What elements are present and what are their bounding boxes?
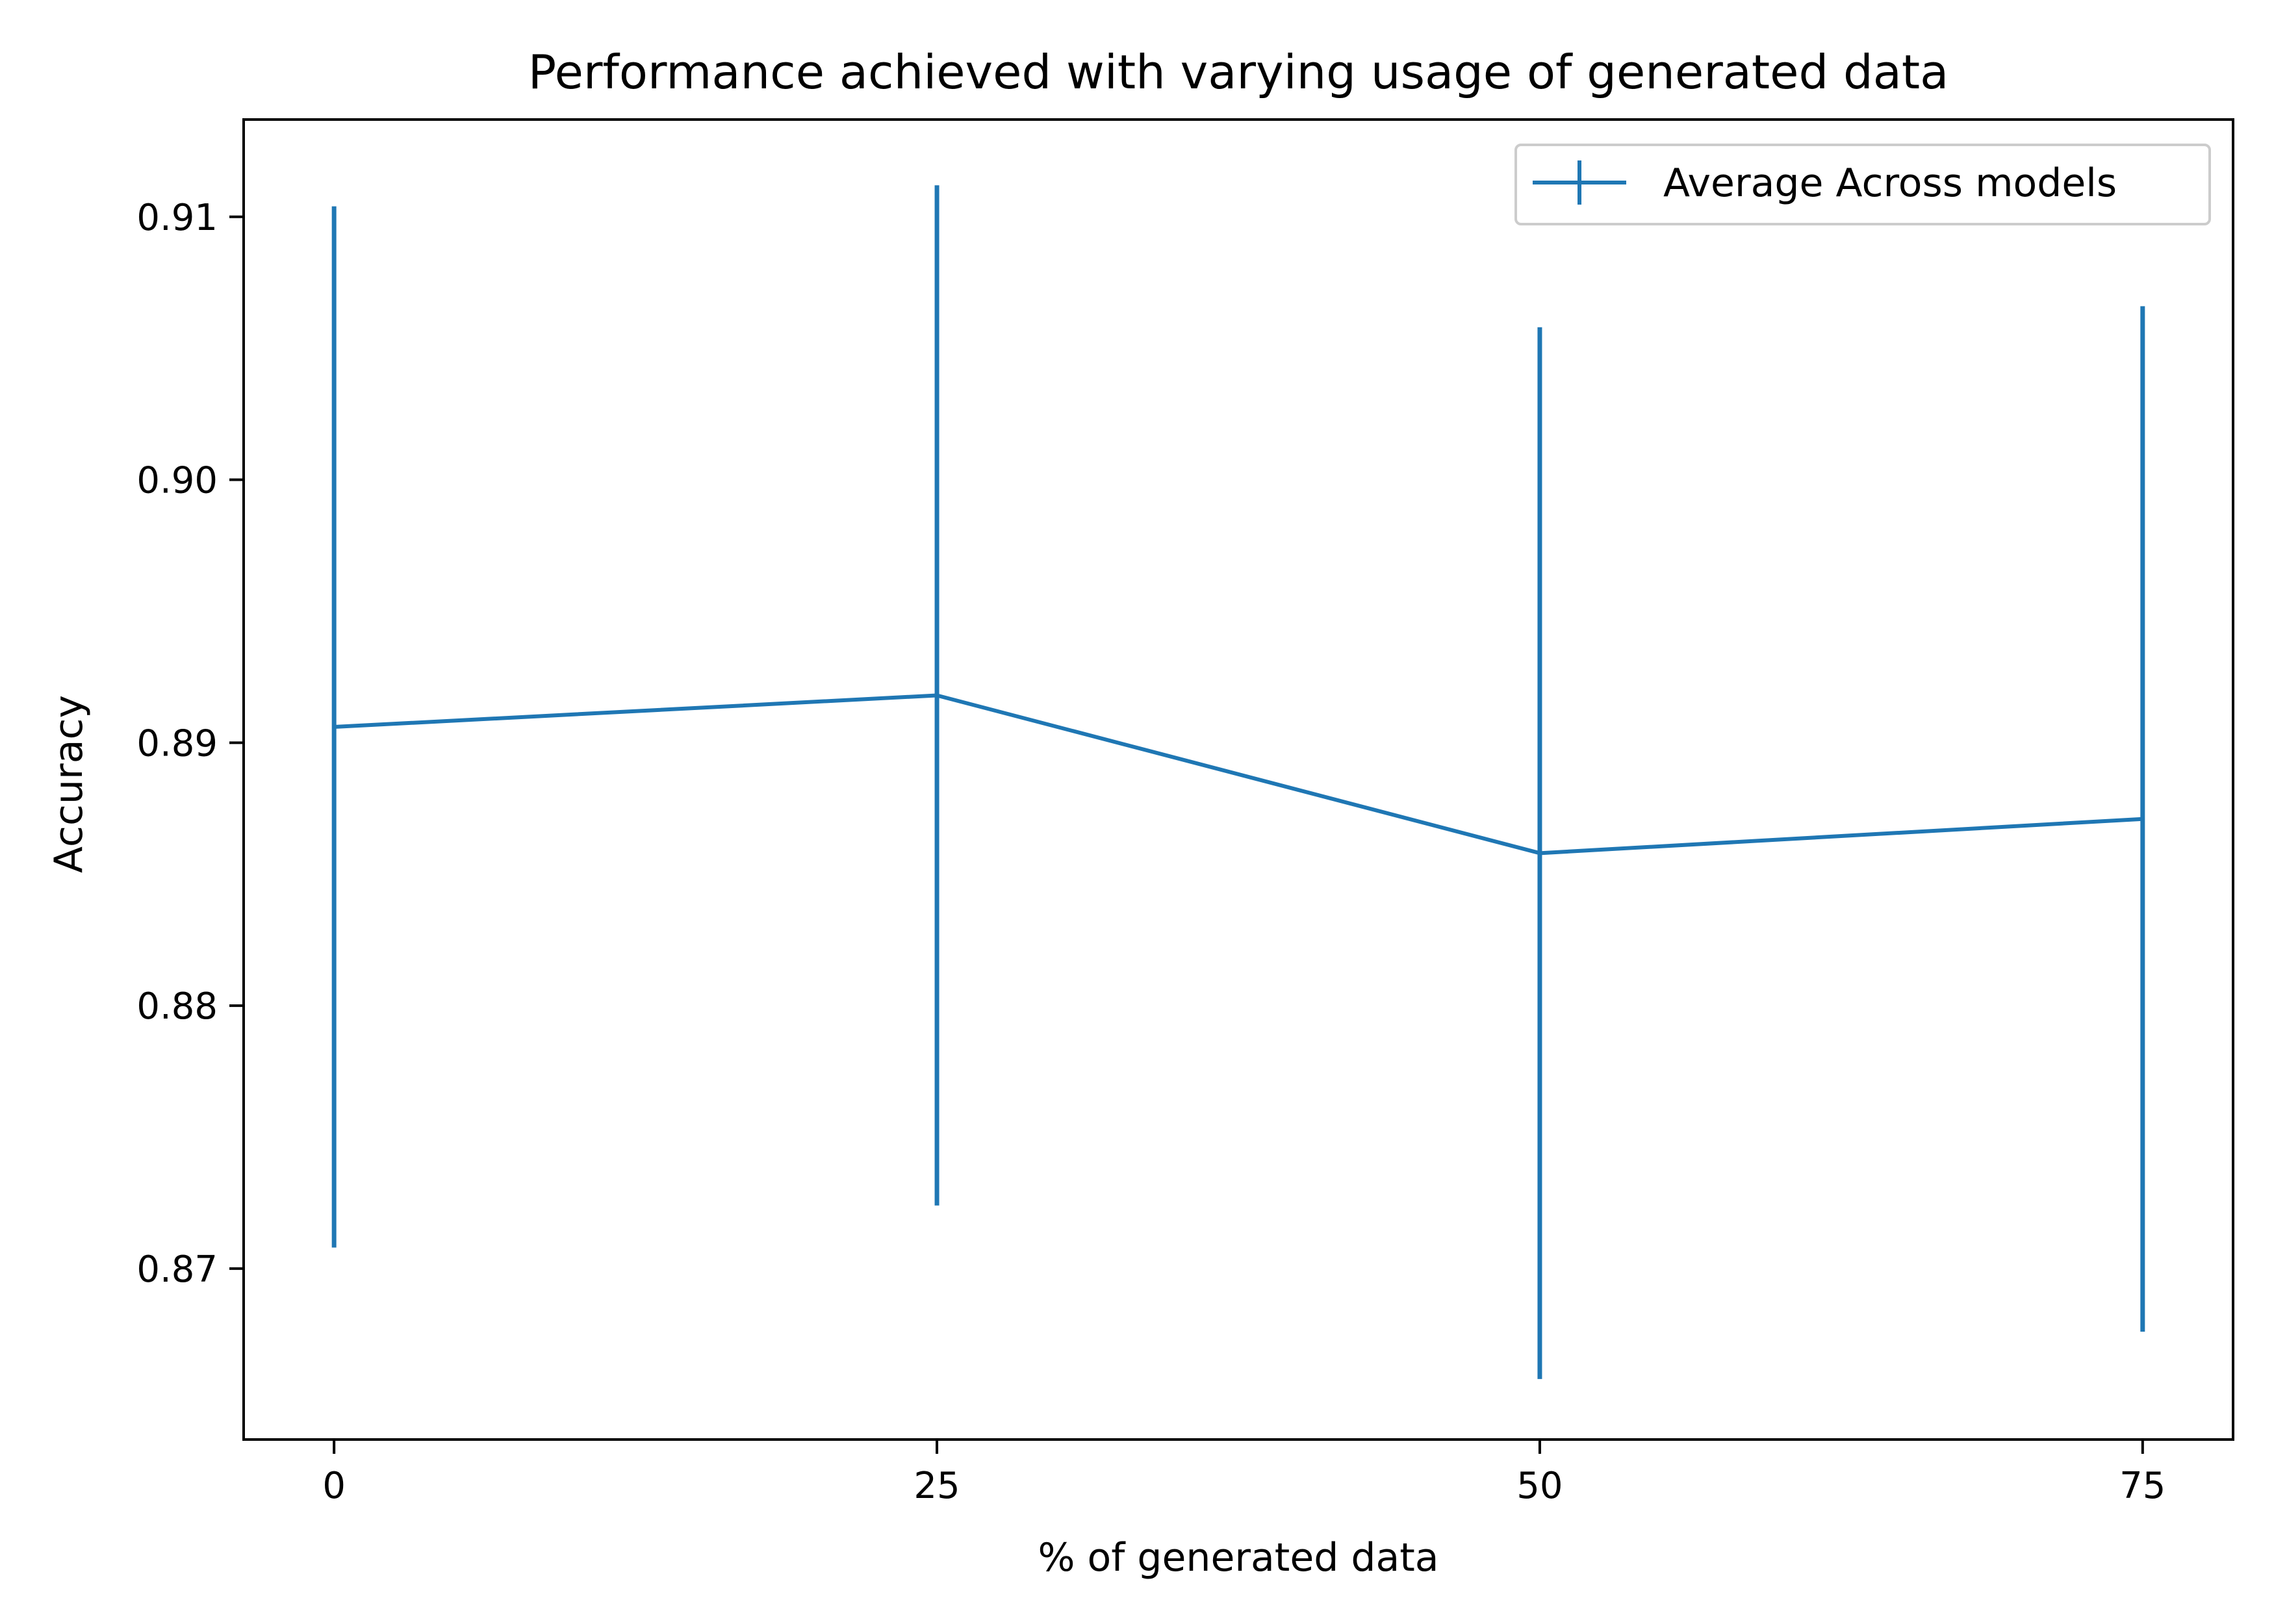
- data-point-0-0: [332, 725, 337, 730]
- chart-title: Performance achieved with varying usage …: [528, 45, 1948, 99]
- x-axis-label: % of generated data: [1038, 1535, 1438, 1580]
- x-tick-label-3: 75: [2119, 1465, 2165, 1507]
- y-tick-label-2: 0.89: [136, 722, 218, 765]
- x-tick-label-2: 50: [1516, 1465, 1563, 1507]
- series-line-0: [334, 693, 2143, 856]
- plot-frame: [242, 118, 2234, 1441]
- data-point-0-1: [935, 693, 939, 698]
- legend-label: Average Across models: [1663, 160, 2117, 206]
- data-point-0-2: [1537, 851, 1542, 856]
- x-tick-label-0: 0: [322, 1465, 346, 1507]
- legend-frame: [1514, 144, 2211, 225]
- data-point-0-3: [2140, 817, 2145, 821]
- y-tick-label-3: 0.90: [136, 460, 218, 502]
- axes: 0 25 50 75 0.87 0.88 0.89 0.90 0.91: [136, 118, 2234, 1507]
- legend: Average Across models: [1514, 144, 2211, 225]
- plot-area: [331, 185, 2145, 1379]
- y-tick-label-1: 0.88: [136, 985, 218, 1028]
- x-tick-label-1: 25: [913, 1465, 960, 1507]
- y-tick-label-0: 0.87: [136, 1249, 218, 1291]
- y-axis-label: Accuracy: [46, 695, 92, 873]
- y-tick-label-4: 0.91: [136, 197, 218, 239]
